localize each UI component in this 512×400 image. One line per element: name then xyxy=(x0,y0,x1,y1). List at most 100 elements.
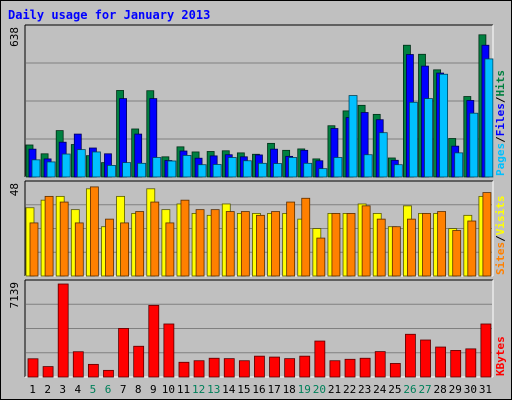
bar-pages-day-16 xyxy=(258,162,267,178)
bar-kbytes-day-2 xyxy=(42,366,54,378)
x-tick-label-day-13: 13 xyxy=(207,383,220,396)
x-tick-label-day-30: 30 xyxy=(464,383,477,396)
bar-pages-day-3 xyxy=(61,153,71,178)
x-tick-label-day-27: 27 xyxy=(418,383,431,396)
bar-kbytes-day-10 xyxy=(163,323,175,378)
bar-sites-day-23 xyxy=(361,205,371,277)
bar-kbytes-day-20 xyxy=(314,340,326,378)
x-tick-label-day-31: 31 xyxy=(479,383,492,396)
legend-entry-files: Files xyxy=(494,103,507,136)
bar-kbytes-day-8 xyxy=(133,345,145,378)
x-tick-label-day-20: 20 xyxy=(313,383,326,396)
chart-panels: 638Pages/Files/Hits48Sites/Visits7139KBy… xyxy=(8,24,507,378)
x-tick-label-day-25: 25 xyxy=(388,383,401,396)
bar-pages-day-9 xyxy=(152,157,162,178)
bar-kbytes-day-5 xyxy=(87,363,99,378)
x-tick-label-day-24: 24 xyxy=(373,383,387,396)
x-tick-label-day-15: 15 xyxy=(237,383,250,396)
x-tick-label-day-28: 28 xyxy=(434,383,447,396)
x-tick-label-day-1: 1 xyxy=(29,383,36,396)
bar-kbytes-day-25 xyxy=(389,363,401,378)
bar-sites-day-1 xyxy=(29,222,39,277)
x-tick-label-day-7: 7 xyxy=(120,383,127,396)
bar-sites-day-12 xyxy=(195,209,205,277)
bar-sites-day-10 xyxy=(165,222,175,277)
bar-sites-day-6 xyxy=(105,218,114,277)
bar-pages-day-24 xyxy=(378,132,388,178)
x-tick-label-day-16: 16 xyxy=(252,383,265,396)
legend-entry-visits: Visits xyxy=(494,196,507,236)
bar-kbytes-day-29 xyxy=(450,350,462,378)
bar-pages-day-2 xyxy=(46,161,56,178)
bar-pages-day-20 xyxy=(318,168,328,178)
bar-sites-day-17 xyxy=(271,211,280,277)
x-tick-label-day-9: 9 xyxy=(150,383,157,396)
x-tick-label-day-22: 22 xyxy=(343,383,356,396)
x-tick-label-day-5: 5 xyxy=(90,383,97,396)
x-tick-label-day-6: 6 xyxy=(105,383,112,396)
chart-title: Daily usage for January 2013 xyxy=(8,8,210,22)
bar-kbytes-day-14 xyxy=(223,358,235,378)
bar-pages-day-1 xyxy=(31,159,41,178)
bar-sites-day-20 xyxy=(316,237,326,277)
x-tick-label-day-4: 4 xyxy=(75,383,82,396)
bar-pages-day-27 xyxy=(424,98,433,178)
bar-kbytes-day-4 xyxy=(72,351,84,378)
bar-sites-day-31 xyxy=(482,192,492,277)
bar-sites-day-29 xyxy=(452,230,462,277)
x-tick-label-day-11: 11 xyxy=(177,383,190,396)
legend-entry-kbytes: KBytes xyxy=(494,336,507,376)
bar-kbytes-day-18 xyxy=(284,358,296,378)
bar-pages-day-11 xyxy=(182,155,192,178)
bar-sites-day-14 xyxy=(225,211,235,277)
y-max-label: 48 xyxy=(8,183,21,196)
legend-separator: / xyxy=(494,96,507,103)
bar-sites-day-27 xyxy=(422,213,431,277)
legend-hits-files-pages: Pages/Files/Hits xyxy=(494,70,507,176)
y-max-label: 638 xyxy=(8,27,21,47)
bar-pages-day-19 xyxy=(303,162,313,178)
bar-pages-day-4 xyxy=(76,149,86,178)
bar-pages-day-13 xyxy=(212,164,222,178)
bar-pages-day-6 xyxy=(107,165,116,178)
bar-kbytes-day-12 xyxy=(193,360,205,378)
bar-kbytes-day-11 xyxy=(178,361,190,378)
bar-kbytes-day-30 xyxy=(465,348,477,378)
bar-sites-day-13 xyxy=(210,209,220,277)
bar-pages-day-12 xyxy=(197,164,207,178)
bar-sites-day-26 xyxy=(407,218,416,277)
bar-kbytes-day-22 xyxy=(344,358,356,378)
bar-kbytes-day-13 xyxy=(208,357,220,378)
bar-pages-day-14 xyxy=(227,157,237,178)
legend-entry-pages: Pages xyxy=(494,143,507,176)
x-tick-label-day-2: 2 xyxy=(44,383,51,396)
bar-sites-day-3 xyxy=(59,201,69,277)
bar-pages-day-22 xyxy=(348,95,358,178)
bar-kbytes-day-16 xyxy=(254,355,265,378)
bar-kbytes-day-27 xyxy=(420,339,431,378)
x-tick-label-day-18: 18 xyxy=(283,383,296,396)
bar-sites-day-11 xyxy=(180,199,190,277)
bar-sites-day-2 xyxy=(44,195,54,277)
x-tick-label-day-21: 21 xyxy=(328,383,341,396)
bar-sites-day-15 xyxy=(240,211,250,277)
bar-pages-day-5 xyxy=(91,151,101,178)
bar-kbytes-day-3 xyxy=(57,283,69,378)
bar-pages-day-21 xyxy=(333,157,343,178)
legend-entry-sites: Sites xyxy=(494,242,507,275)
bar-sites-day-21 xyxy=(331,213,341,277)
y-max-label: 7139 xyxy=(8,282,21,309)
bar-sites-day-8 xyxy=(135,211,145,277)
bar-sites-day-22 xyxy=(346,213,356,277)
legend-kbytes: KBytes xyxy=(494,336,507,376)
bar-sites-day-19 xyxy=(301,197,311,277)
x-tick-label-day-3: 3 xyxy=(59,383,66,396)
bar-sites-day-5 xyxy=(89,186,99,277)
x-tick-label-day-17: 17 xyxy=(267,383,280,396)
bar-pages-day-25 xyxy=(393,164,403,178)
bar-sites-day-9 xyxy=(150,201,160,277)
bar-kbytes-day-21 xyxy=(329,360,341,378)
panel-visits-sites: 48 Sites/Visits xyxy=(8,180,507,277)
